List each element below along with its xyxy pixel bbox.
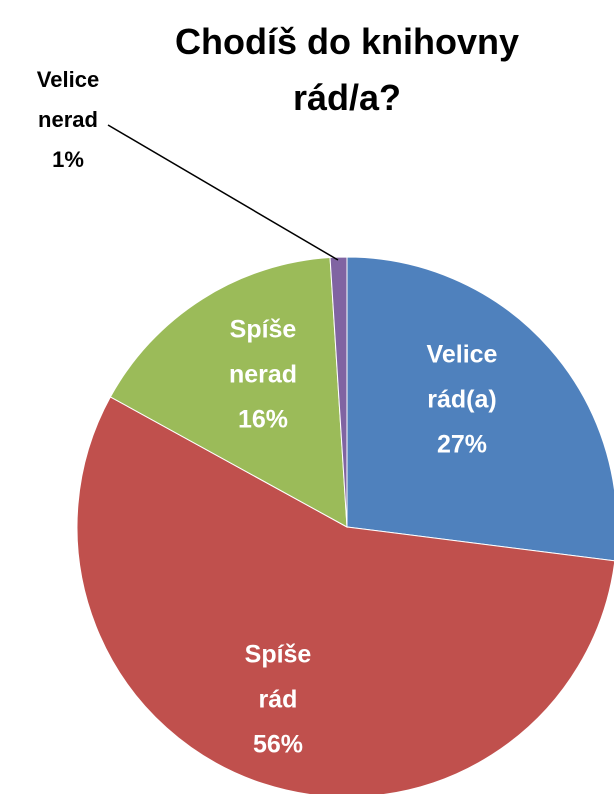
- value-label: 56%: [252, 730, 304, 759]
- value-label: 1%: [52, 147, 84, 172]
- value-label: 27%: [436, 430, 488, 459]
- value-label: 16%: [237, 405, 289, 434]
- pie-slice: [109, 257, 348, 528]
- pie-slice: [346, 256, 614, 562]
- category-label: Spíše rád: [244, 640, 312, 714]
- slice-label: Spíše rád 56%: [228, 633, 328, 768]
- pie-slice: [329, 256, 348, 528]
- category-label: Velice nerad: [36, 67, 100, 132]
- chart-title: Chodíš do knihovny rád/a?: [174, 21, 519, 118]
- category-label: Velice rád(a): [426, 340, 498, 414]
- slice-label: Velice nerad 1%: [18, 60, 118, 180]
- slice-label: Spíše nerad 16%: [198, 308, 328, 443]
- leader-line: [107, 124, 339, 261]
- category-label: Spíše nerad: [228, 315, 298, 389]
- pie-slice: [76, 396, 614, 794]
- slice-label: Velice rád(a) 27%: [407, 333, 517, 468]
